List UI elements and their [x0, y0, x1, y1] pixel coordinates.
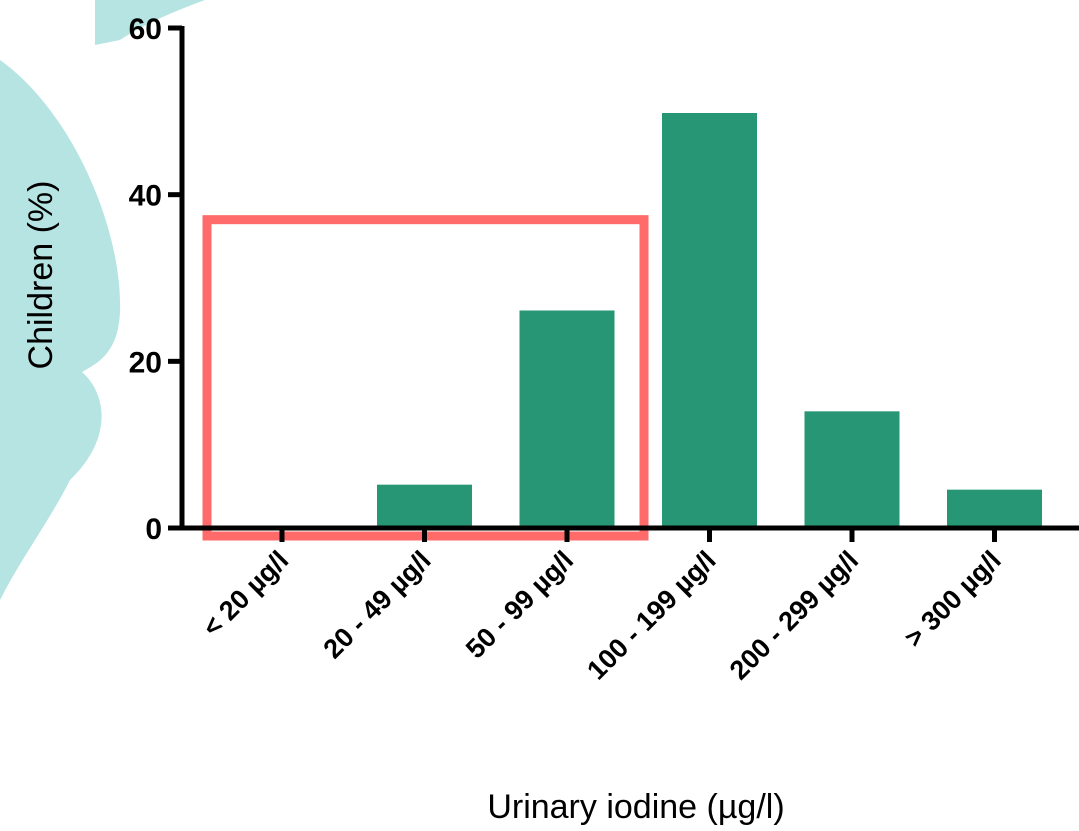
y-tick-label: 60	[129, 13, 162, 46]
bar-3	[662, 113, 757, 528]
x-tick-label: > 300 µg/l	[899, 545, 1007, 653]
x-axis: < 20 µg/l 20 - 49 µg/l 50 - 99 µg/l 100 - 1…	[180, 525, 1079, 686]
bar-5	[947, 489, 1042, 528]
x-tick-label: 20 - 49 µg/l	[318, 545, 437, 664]
bar-2	[519, 310, 615, 528]
y-axis-title: Children (%)	[22, 181, 60, 370]
y-tick-label: 40	[129, 180, 162, 213]
y-tick-label: 20	[129, 346, 162, 379]
x-tick-label: 100 - 199 µg/l	[581, 545, 721, 685]
y-tick-label: 0	[145, 513, 162, 546]
x-tick-label: 200 - 299 µg/l	[724, 545, 864, 685]
bar-1	[377, 484, 472, 528]
y-axis: 0 20 40 60	[129, 13, 185, 546]
x-tick-label: < 20 µg/l	[197, 545, 294, 642]
bar-4	[804, 411, 900, 528]
x-axis-title: Urinary iodine (µg/l)	[487, 788, 784, 826]
x-tick-label: 50 - 99 µg/l	[460, 545, 579, 664]
watermark-logo	[0, 0, 205, 600]
bar-group	[377, 113, 1042, 528]
